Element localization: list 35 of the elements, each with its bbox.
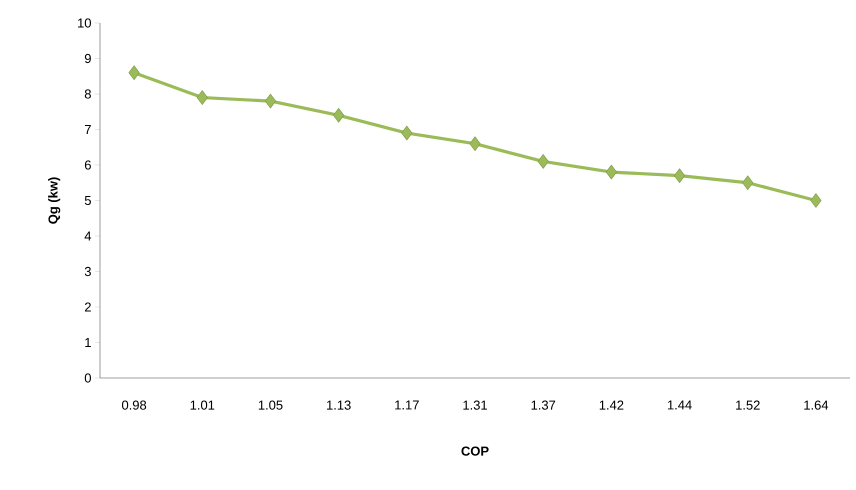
y-tick-label: 3 [84, 266, 91, 276]
x-axis-title: COP [462, 446, 489, 456]
y-tick-label: 9 [84, 54, 91, 64]
x-tick-label: 1.05 [258, 400, 283, 410]
x-tick-label: 1.42 [600, 400, 624, 410]
x-tick-label: 1.31 [463, 400, 487, 410]
x-tick-label: 1.37 [532, 400, 556, 410]
x-tick-label: 0.98 [122, 400, 146, 410]
point [401, 126, 412, 140]
point [810, 193, 822, 208]
point [606, 164, 617, 180]
point [538, 154, 549, 169]
y-tick-label: 5 [84, 196, 91, 206]
y-tick-label: 6 [84, 160, 91, 170]
point [742, 175, 754, 190]
y-tick-label: 4 [84, 232, 92, 240]
x-tick-label: 1.01 [190, 400, 214, 410]
y-tick-label: 1 [85, 338, 91, 347]
x-tick-label: 1.13 [327, 400, 351, 410]
y-tick-label: 2 [84, 302, 91, 312]
point [674, 168, 686, 183]
y-tick-label: 8 [84, 89, 91, 99]
point [196, 90, 208, 105]
y-tick-label: 7 [84, 125, 91, 134]
point [333, 108, 344, 123]
y-axis-title: Qg (kw) [48, 177, 60, 224]
point [128, 65, 140, 80]
x-tick-label: 1.17 [395, 400, 419, 410]
y-tick-label: 0 [84, 373, 91, 383]
x-tick-label: 1.64 [804, 400, 828, 410]
x-tick-label: 1.52 [736, 400, 760, 410]
x-tick-label: 1.44 [668, 400, 692, 410]
y-tick-label: 10 [78, 18, 91, 28]
point [264, 94, 276, 108]
point [469, 136, 481, 151]
